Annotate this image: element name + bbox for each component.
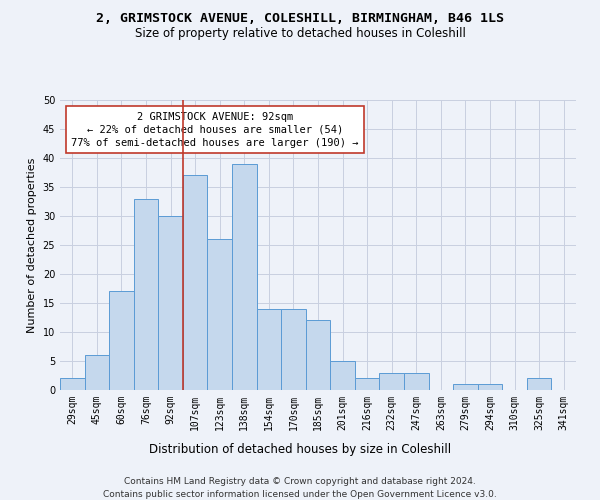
Text: 2, GRIMSTOCK AVENUE, COLESHILL, BIRMINGHAM, B46 1LS: 2, GRIMSTOCK AVENUE, COLESHILL, BIRMINGH… xyxy=(96,12,504,26)
Text: Contains HM Land Registry data © Crown copyright and database right 2024.: Contains HM Land Registry data © Crown c… xyxy=(124,478,476,486)
Bar xyxy=(453,384,478,390)
Bar xyxy=(306,320,330,390)
Text: Contains public sector information licensed under the Open Government Licence v3: Contains public sector information licen… xyxy=(103,490,497,499)
Bar xyxy=(134,198,158,390)
Bar xyxy=(404,372,428,390)
Bar xyxy=(183,176,208,390)
Bar xyxy=(527,378,551,390)
Bar xyxy=(85,355,109,390)
Text: 2 GRIMSTOCK AVENUE: 92sqm
← 22% of detached houses are smaller (54)
77% of semi-: 2 GRIMSTOCK AVENUE: 92sqm ← 22% of detac… xyxy=(71,112,359,148)
Bar xyxy=(109,292,134,390)
Bar xyxy=(330,361,355,390)
Bar xyxy=(355,378,379,390)
Bar xyxy=(158,216,183,390)
Text: Distribution of detached houses by size in Coleshill: Distribution of detached houses by size … xyxy=(149,442,451,456)
Bar xyxy=(60,378,85,390)
Bar xyxy=(379,372,404,390)
Bar xyxy=(478,384,502,390)
Y-axis label: Number of detached properties: Number of detached properties xyxy=(27,158,37,332)
Bar xyxy=(257,309,281,390)
Text: Size of property relative to detached houses in Coleshill: Size of property relative to detached ho… xyxy=(134,28,466,40)
Bar xyxy=(232,164,257,390)
Bar xyxy=(208,239,232,390)
Bar xyxy=(281,309,306,390)
